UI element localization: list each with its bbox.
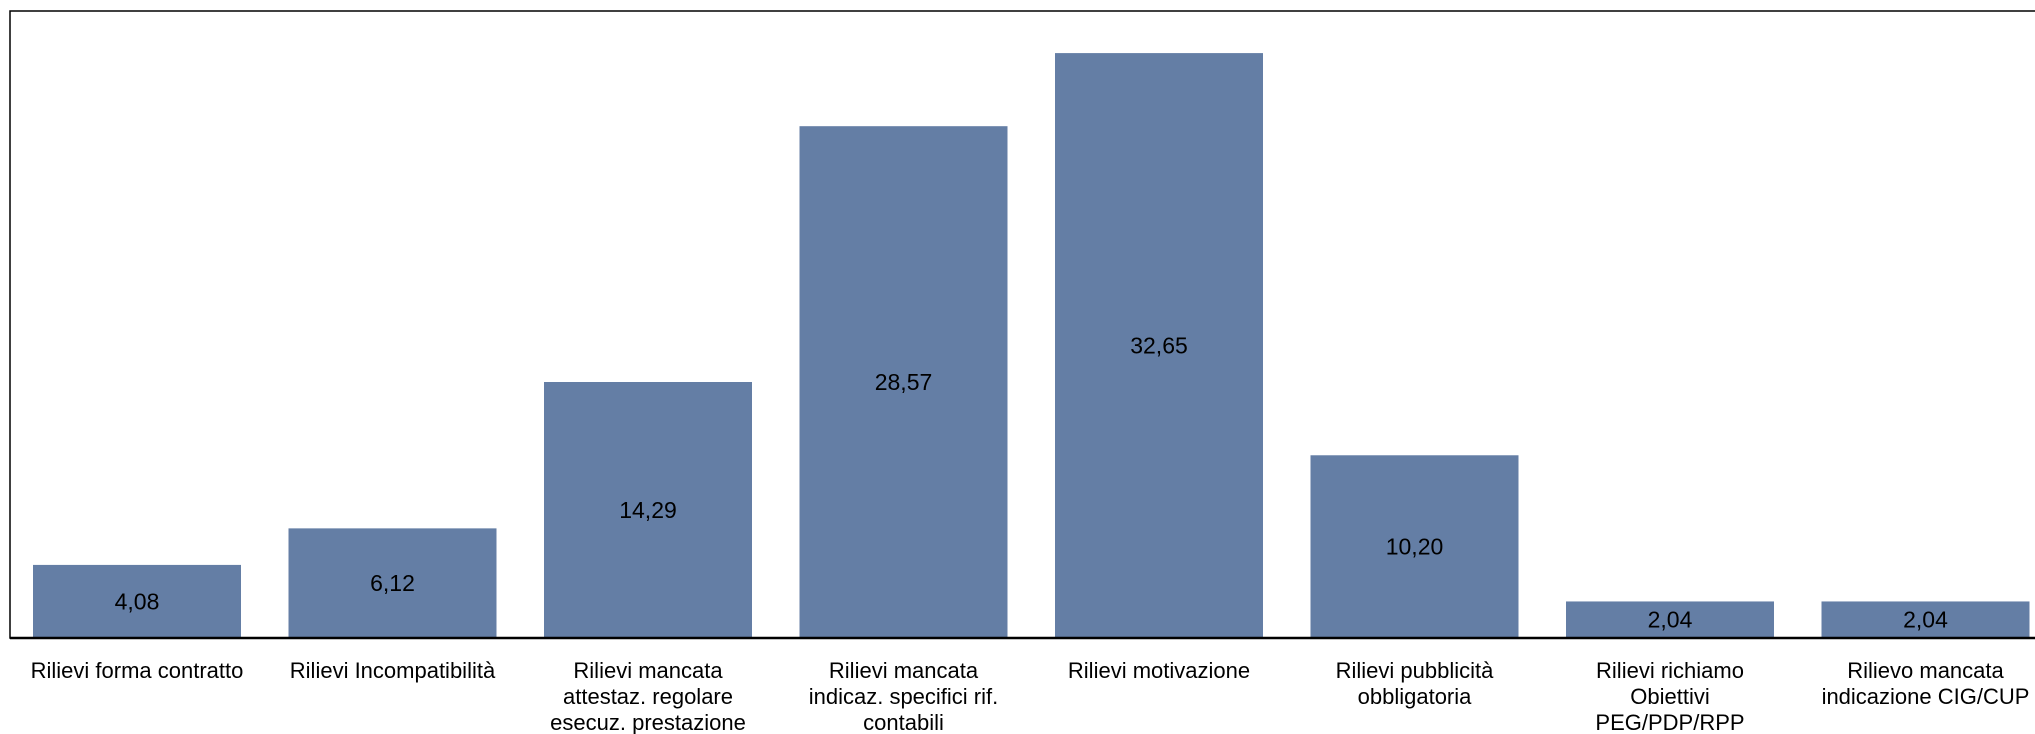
category-label-line: PEG/PDP/RPP [1595,710,1744,734]
category-label-1: Rilievi Incompatibilità [290,658,496,683]
category-label-line: Obiettivi [1630,684,1709,709]
category-label-3: Rilievi mancata indicaz. specifici rif. co… [809,658,999,734]
category-label-line: Rilievi mancata [829,658,979,683]
bar-5 [1310,455,1519,638]
category-label-4: Rilievi motivazione [1068,658,1250,683]
category-label-line: obbligatoria [1358,684,1473,709]
category-label-line: indicazione CIG/CUP [1822,684,2030,709]
bar-3 [799,126,1008,639]
category-label-line: Rilievi Incompatibilità [290,658,496,683]
bar-2 [544,382,752,638]
bar-6 [1566,601,1774,638]
data-label-2: 14,29 [619,497,677,523]
data-label-6: 2,04 [1648,607,1693,633]
category-label-2: Rilievi mancata attestaz. regolare esecuz.… [550,658,746,734]
value-labels-group: 4,08 6,12 14,29 28,57 32,65 10,20 2,04 2,04 [115,333,1948,633]
category-label-line: Rilievi mancata [573,658,723,683]
category-label-line: Rilievo mancata [1847,658,2004,683]
bars-group [33,53,2030,639]
data-label-0: 4,08 [115,588,160,614]
bar-4 [1055,53,1263,638]
category-label-7: Rilievo mancata indicazione CIG/CUP [1822,658,2030,709]
category-label-line: attestaz. regolare [563,684,733,709]
category-label-line: Rilievi richiamo [1596,658,1744,683]
category-label-0: Rilievi forma contratto [31,658,244,683]
category-label-line: contabili [863,710,944,734]
data-label-5: 10,20 [1386,534,1444,560]
data-label-4: 32,65 [1130,333,1188,359]
category-label-line: indicaz. specifici rif. [809,684,999,709]
category-label-line: Rilievi pubblicità [1336,658,1495,683]
category-label-6: Rilievi richiamo Obiettivi PEG/PDP/RPP [1595,658,1744,734]
data-label-7: 2,04 [1903,607,1948,633]
category-label-line: Rilievi forma contratto [31,658,244,683]
category-labels-group: Rilievi forma contratto Rilievi Incompati… [31,658,2030,734]
category-label-line: esecuz. prestazione [550,710,746,734]
data-label-1: 6,12 [370,570,415,596]
bar-1 [288,528,497,638]
data-label-3: 28,57 [875,369,933,395]
bar-0 [33,564,241,638]
category-label-5: Rilievi pubblicità obbligatoria [1336,658,1495,709]
bar-7 [1821,601,2030,638]
category-label-line: Rilievi motivazione [1068,658,1250,683]
